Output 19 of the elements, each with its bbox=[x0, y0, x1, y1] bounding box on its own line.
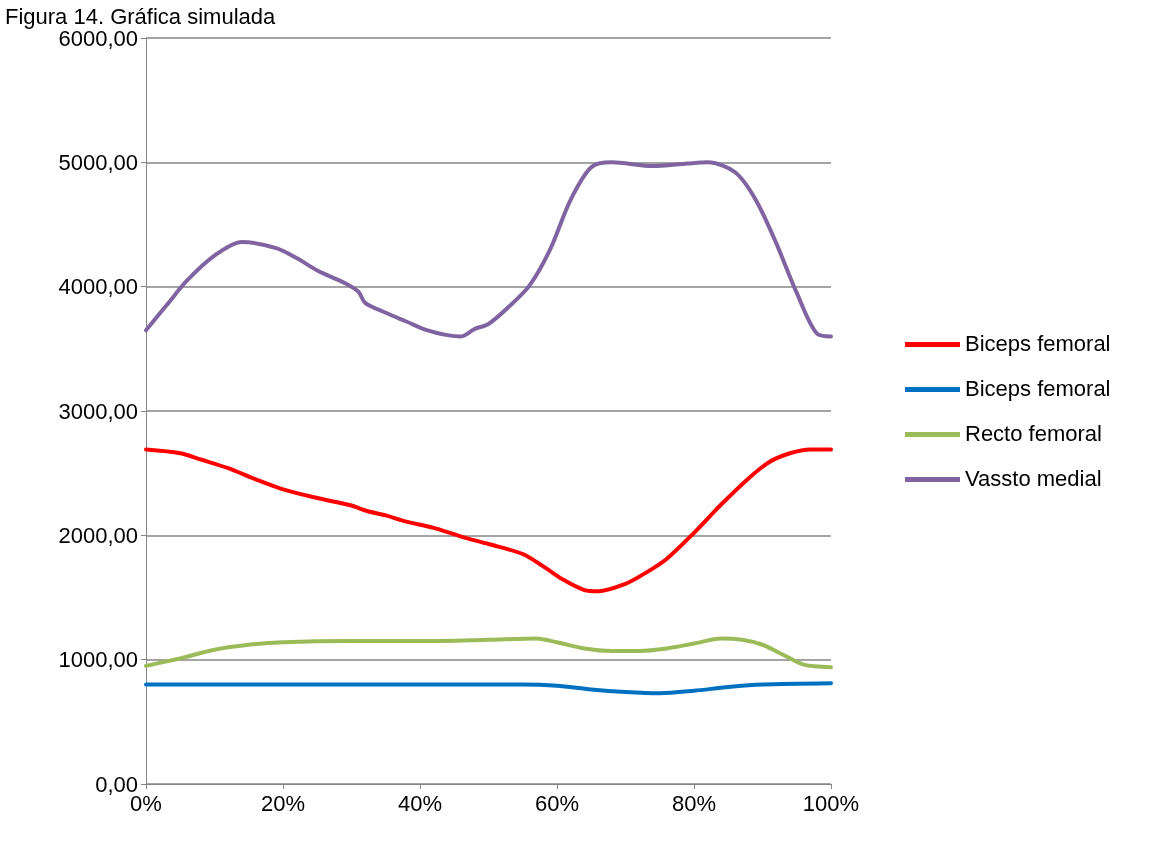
legend-label: Biceps femoral bbox=[965, 330, 1111, 356]
y-tick-label: 4000,00 bbox=[58, 274, 138, 300]
y-tick-label: 5000,00 bbox=[58, 149, 138, 175]
legend-label: Recto femoral bbox=[965, 420, 1102, 446]
x-tick-label: 40% bbox=[397, 790, 443, 816]
line-series bbox=[144, 447, 833, 594]
x-tick-label: 20% bbox=[260, 790, 306, 816]
line-series bbox=[144, 160, 833, 339]
y-tick-label: 1000,00 bbox=[58, 647, 138, 673]
line-series bbox=[144, 636, 833, 670]
x-tick-label: 60% bbox=[534, 790, 580, 816]
y-tick-label: 2000,00 bbox=[58, 522, 138, 548]
x-tick-label: 80% bbox=[671, 790, 717, 816]
line-series bbox=[144, 681, 833, 696]
legend-label: Vassto medial bbox=[965, 465, 1102, 491]
y-tick-label: 3000,00 bbox=[58, 398, 138, 424]
y-tick-label: 0,00 bbox=[95, 771, 138, 797]
x-tick-label: 100% bbox=[802, 790, 860, 816]
legend-label: Biceps femoral bbox=[965, 375, 1111, 401]
